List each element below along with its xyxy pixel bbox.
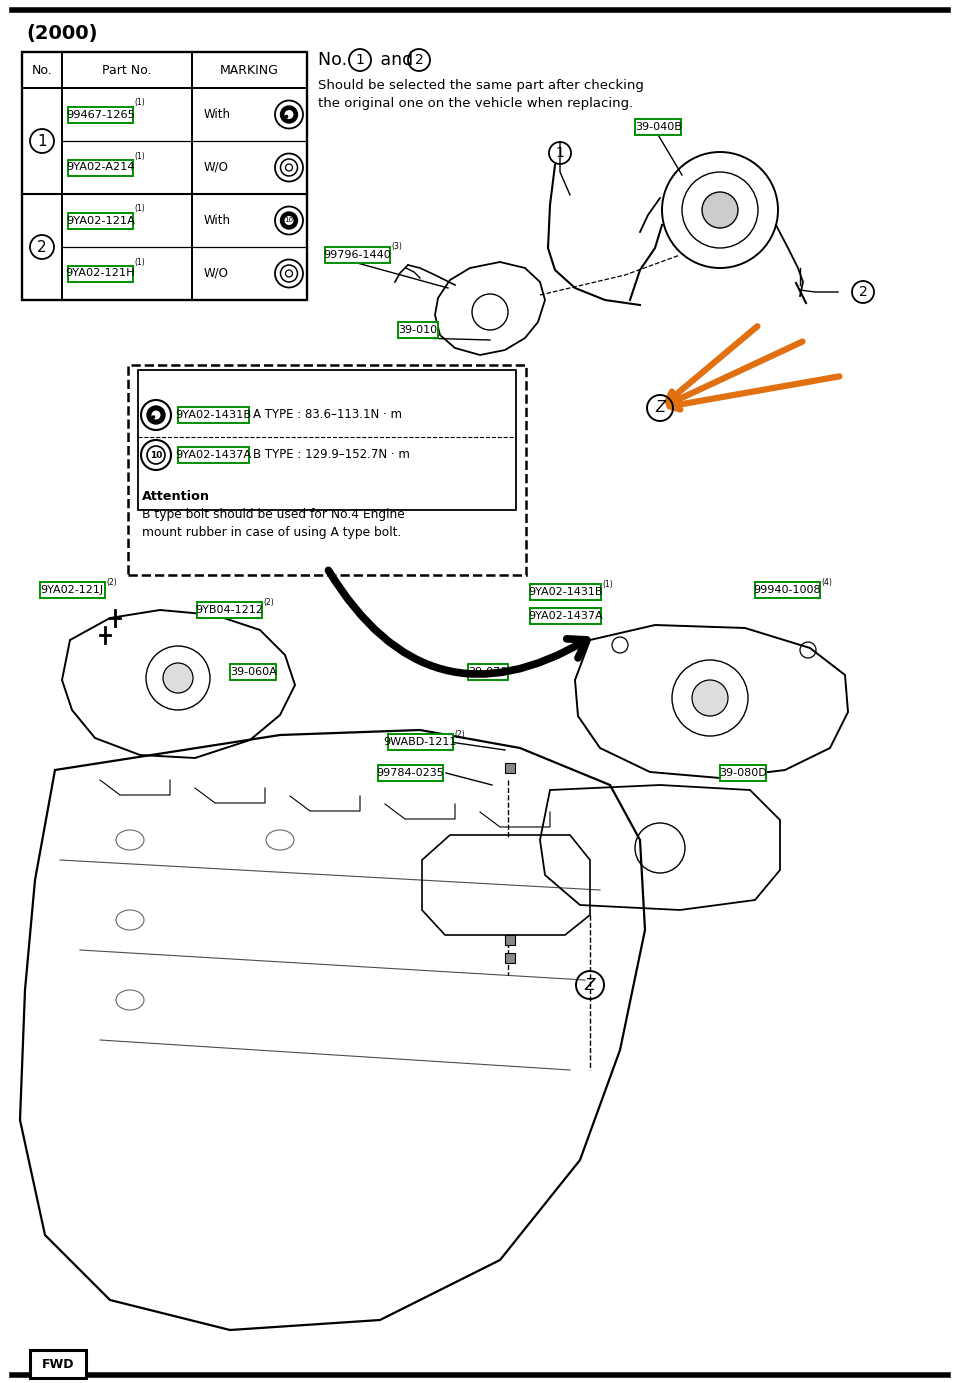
Text: (1): (1) — [134, 98, 145, 108]
Text: W/O: W/O — [204, 160, 228, 174]
Bar — [138, 371, 516, 510]
Text: (2): (2) — [107, 578, 117, 586]
Text: 99784-0235: 99784-0235 — [376, 768, 444, 779]
Circle shape — [702, 192, 738, 228]
Text: 9YB04-1212: 9YB04-1212 — [195, 604, 263, 615]
Bar — [505, 935, 515, 945]
Text: (4): (4) — [822, 578, 832, 586]
Text: 9WABD-1211: 9WABD-1211 — [384, 737, 457, 747]
Text: 10: 10 — [150, 451, 162, 459]
Text: 9YA02-1431B: 9YA02-1431B — [176, 409, 252, 420]
Circle shape — [280, 106, 298, 123]
Text: and: and — [375, 51, 419, 69]
Text: (2): (2) — [454, 729, 466, 739]
Bar — [505, 953, 515, 963]
Text: Attention: Attention — [142, 490, 210, 503]
Text: With: With — [204, 214, 231, 227]
FancyBboxPatch shape — [178, 447, 249, 463]
Text: (1): (1) — [134, 205, 145, 213]
Text: 2: 2 — [858, 285, 868, 299]
Text: FWD: FWD — [41, 1358, 74, 1371]
Text: 9YA02-1431B: 9YA02-1431B — [528, 586, 603, 597]
Circle shape — [152, 411, 160, 419]
Bar — [22, 53, 307, 300]
Text: 39-070: 39-070 — [468, 667, 508, 678]
Text: the original one on the vehicle when replacing.: the original one on the vehicle when rep… — [318, 97, 634, 109]
Bar — [505, 763, 515, 773]
FancyBboxPatch shape — [30, 1350, 86, 1377]
Text: Z: Z — [585, 978, 595, 993]
Text: 1: 1 — [355, 53, 365, 66]
FancyBboxPatch shape — [378, 765, 443, 781]
Text: 99940-1008: 99940-1008 — [754, 585, 821, 595]
Circle shape — [284, 111, 294, 119]
Text: 39-040B: 39-040B — [635, 122, 682, 131]
Text: 9YA02-121J: 9YA02-121J — [40, 585, 104, 595]
Text: 99467-1265: 99467-1265 — [66, 109, 134, 119]
Text: 39-080D: 39-080D — [719, 768, 767, 779]
FancyBboxPatch shape — [197, 602, 261, 618]
FancyBboxPatch shape — [230, 664, 276, 680]
Text: (2000): (2000) — [26, 25, 98, 43]
Text: With: With — [204, 108, 231, 120]
FancyBboxPatch shape — [530, 609, 601, 624]
FancyBboxPatch shape — [68, 213, 132, 228]
Text: mount rubber in case of using A type bolt.: mount rubber in case of using A type bol… — [142, 526, 401, 539]
Text: B type bolt should be used for No.4 Engine: B type bolt should be used for No.4 Engi… — [142, 508, 405, 521]
Text: No.: No. — [318, 51, 352, 69]
Circle shape — [163, 662, 193, 693]
Text: (2): (2) — [263, 597, 275, 607]
FancyBboxPatch shape — [68, 266, 132, 282]
Text: (1): (1) — [134, 152, 145, 160]
Text: 99796-1440: 99796-1440 — [324, 250, 391, 260]
Text: 2: 2 — [37, 239, 47, 254]
Text: 1: 1 — [556, 147, 564, 160]
FancyBboxPatch shape — [468, 664, 508, 680]
FancyBboxPatch shape — [635, 119, 682, 136]
Text: 9YA02-1437A: 9YA02-1437A — [176, 449, 252, 461]
Circle shape — [280, 212, 298, 230]
Text: 9YA02-A214: 9YA02-A214 — [66, 162, 134, 173]
Text: (1): (1) — [603, 579, 613, 589]
Text: A TYPE : 83.6–113.1N · m: A TYPE : 83.6–113.1N · m — [252, 408, 401, 422]
Circle shape — [692, 680, 728, 716]
Text: Z: Z — [655, 401, 665, 415]
Text: B TYPE : 129.9–152.7N · m: B TYPE : 129.9–152.7N · m — [252, 448, 409, 462]
Text: 1: 1 — [37, 134, 47, 148]
FancyBboxPatch shape — [398, 322, 439, 337]
Text: (3): (3) — [392, 242, 402, 252]
Text: 9YA02-1437A: 9YA02-1437A — [528, 611, 603, 621]
FancyBboxPatch shape — [755, 582, 820, 597]
Text: (1): (1) — [134, 257, 145, 267]
Text: 39-010: 39-010 — [398, 325, 438, 335]
Text: 10: 10 — [284, 217, 294, 224]
Text: 2: 2 — [415, 53, 423, 66]
FancyBboxPatch shape — [720, 765, 766, 781]
Text: Part No.: Part No. — [103, 64, 152, 76]
FancyArrowPatch shape — [328, 570, 587, 674]
Text: Should be selected the same part after checking: Should be selected the same part after c… — [318, 79, 644, 91]
Text: 9YA02-121H: 9YA02-121H — [65, 268, 135, 278]
FancyBboxPatch shape — [40, 582, 105, 597]
FancyBboxPatch shape — [68, 159, 132, 176]
FancyBboxPatch shape — [530, 584, 601, 600]
Text: 39-060A: 39-060A — [229, 667, 276, 678]
Circle shape — [285, 115, 288, 119]
FancyBboxPatch shape — [388, 734, 452, 750]
FancyBboxPatch shape — [178, 407, 249, 423]
Text: MARKING: MARKING — [220, 64, 279, 76]
FancyBboxPatch shape — [325, 248, 390, 263]
Text: 9YA02-121A: 9YA02-121A — [66, 216, 134, 225]
Circle shape — [152, 415, 156, 419]
Bar — [128, 365, 526, 575]
FancyBboxPatch shape — [68, 106, 132, 123]
Text: W/O: W/O — [204, 267, 228, 279]
Circle shape — [284, 216, 294, 225]
Text: No.: No. — [32, 64, 53, 76]
Circle shape — [147, 407, 165, 425]
